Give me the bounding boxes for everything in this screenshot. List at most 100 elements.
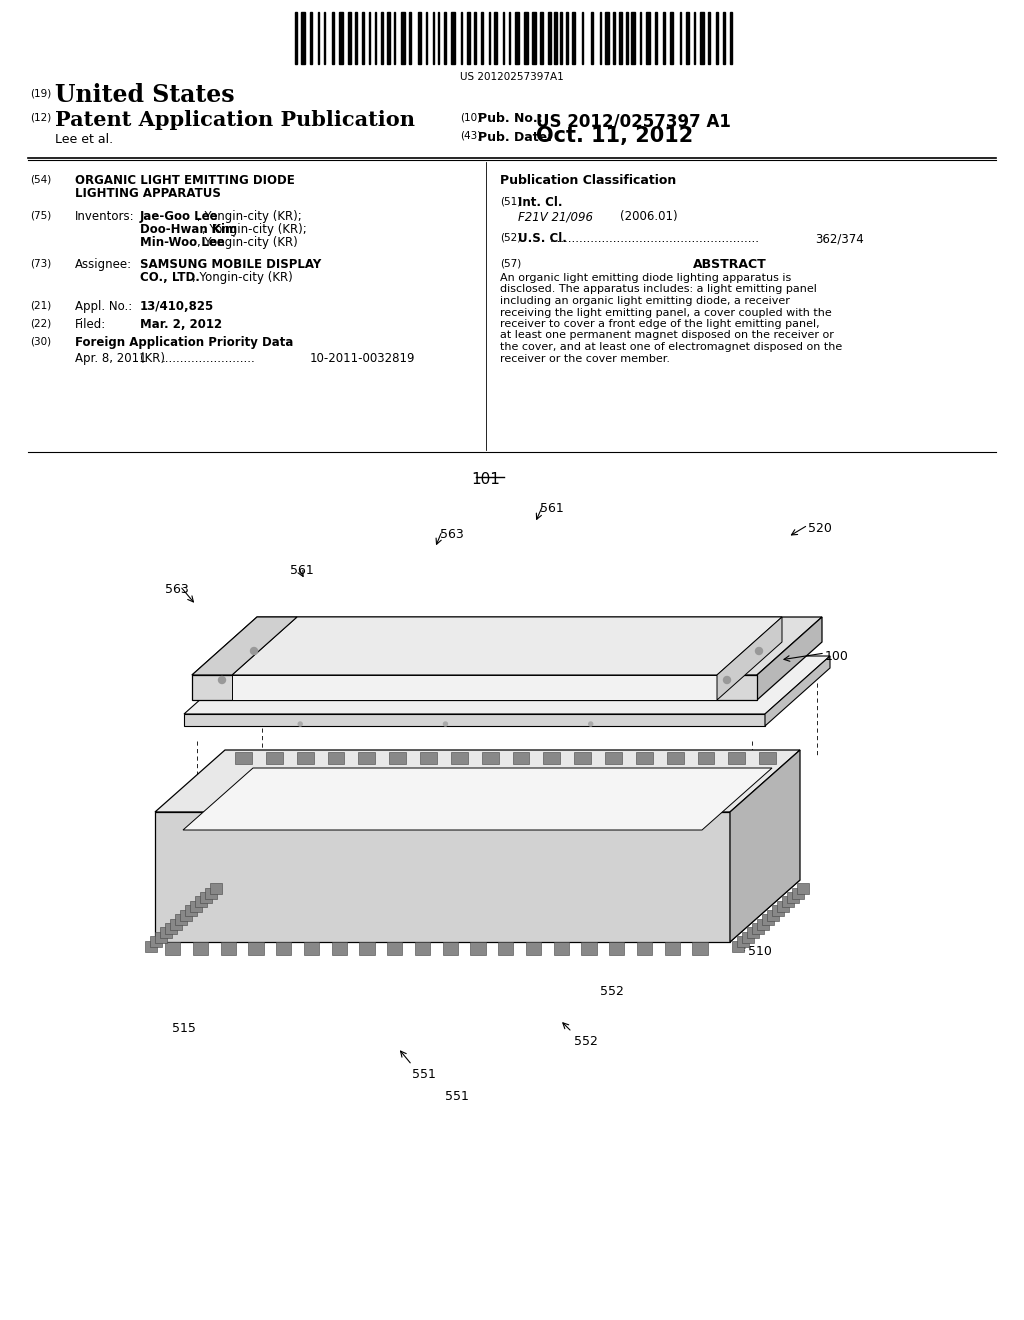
Bar: [467, 12, 469, 63]
Bar: [716, 12, 718, 63]
Polygon shape: [415, 942, 430, 954]
Text: F21V 21/096: F21V 21/096: [518, 210, 593, 223]
Bar: [443, 12, 446, 63]
Bar: [582, 12, 583, 63]
Polygon shape: [498, 942, 513, 954]
Bar: [451, 12, 455, 63]
Text: ORGANIC LIGHT EMITTING DIODE: ORGANIC LIGHT EMITTING DIODE: [75, 174, 295, 187]
Text: U.S. Cl.: U.S. Cl.: [518, 232, 567, 246]
Text: ABSTRACT: ABSTRACT: [693, 257, 767, 271]
Bar: [699, 12, 703, 63]
Bar: [670, 12, 673, 63]
Polygon shape: [525, 942, 541, 954]
Bar: [418, 12, 421, 63]
Bar: [729, 12, 732, 63]
Bar: [400, 12, 404, 63]
Text: Int. Cl.: Int. Cl.: [518, 195, 562, 209]
Polygon shape: [512, 752, 529, 764]
Bar: [572, 12, 574, 63]
Bar: [554, 12, 556, 63]
Bar: [409, 12, 411, 63]
Text: 561: 561: [540, 502, 564, 515]
Text: Apr. 8, 2011: Apr. 8, 2011: [75, 352, 146, 366]
Polygon shape: [155, 932, 167, 942]
Bar: [599, 12, 601, 63]
Bar: [437, 12, 439, 63]
Text: 552: 552: [574, 1035, 598, 1048]
Polygon shape: [189, 900, 202, 912]
Bar: [626, 12, 628, 63]
Bar: [560, 12, 561, 63]
Text: Oct. 11, 2012: Oct. 11, 2012: [536, 125, 693, 147]
Text: receiver or the cover member.: receiver or the cover member.: [500, 354, 670, 363]
Text: Jae-Goo Lee: Jae-Goo Lee: [140, 210, 219, 223]
Bar: [494, 12, 497, 63]
Polygon shape: [605, 752, 622, 764]
Text: (KR): (KR): [140, 352, 165, 366]
Polygon shape: [792, 887, 804, 899]
Polygon shape: [232, 616, 782, 675]
Bar: [523, 12, 527, 63]
Bar: [645, 12, 649, 63]
Text: US 20120257397A1: US 20120257397A1: [460, 73, 564, 82]
Text: Filed:: Filed:: [75, 318, 106, 331]
Polygon shape: [232, 675, 717, 700]
Bar: [474, 12, 475, 63]
Text: 362/374: 362/374: [815, 232, 864, 246]
Text: (73): (73): [30, 257, 51, 268]
Polygon shape: [746, 928, 759, 939]
Text: Lee et al.: Lee et al.: [55, 133, 113, 147]
Polygon shape: [544, 752, 560, 764]
Polygon shape: [359, 942, 375, 954]
Text: including an organic light emitting diode, a receiver: including an organic light emitting diod…: [500, 296, 790, 306]
Text: 551: 551: [412, 1068, 436, 1081]
Polygon shape: [797, 883, 809, 894]
Polygon shape: [248, 942, 263, 954]
Polygon shape: [210, 883, 221, 894]
Text: 515: 515: [172, 1022, 196, 1035]
Polygon shape: [717, 616, 782, 700]
Polygon shape: [184, 656, 830, 714]
Text: (22): (22): [30, 318, 51, 327]
Circle shape: [298, 722, 302, 726]
Polygon shape: [266, 752, 283, 764]
Text: (19): (19): [30, 88, 51, 98]
Polygon shape: [692, 942, 708, 954]
Polygon shape: [481, 752, 499, 764]
Bar: [631, 12, 635, 63]
Text: 552: 552: [600, 985, 624, 998]
Circle shape: [251, 648, 257, 655]
Text: Pub. No.:: Pub. No.:: [478, 112, 543, 125]
Text: (52): (52): [500, 232, 521, 242]
Polygon shape: [731, 941, 743, 952]
Bar: [591, 12, 593, 63]
Bar: [618, 12, 622, 63]
Text: Appl. No.:: Appl. No.:: [75, 300, 132, 313]
Bar: [426, 12, 427, 63]
Text: Mar. 2, 2012: Mar. 2, 2012: [140, 318, 222, 331]
Text: receiving the light emitting panel, a cover coupled with the: receiving the light emitting panel, a co…: [500, 308, 831, 318]
Bar: [324, 12, 325, 63]
Text: disclosed. The apparatus includes: a light emitting panel: disclosed. The apparatus includes: a lig…: [500, 285, 817, 294]
Polygon shape: [389, 752, 407, 764]
Polygon shape: [183, 768, 772, 830]
Text: CO., LTD.: CO., LTD.: [140, 271, 200, 284]
Text: (75): (75): [30, 210, 51, 220]
Polygon shape: [736, 936, 749, 948]
Polygon shape: [179, 909, 191, 920]
Text: (43): (43): [460, 131, 481, 141]
Bar: [480, 12, 483, 63]
Text: 561: 561: [290, 564, 313, 577]
Bar: [301, 12, 305, 63]
Polygon shape: [205, 887, 216, 899]
Text: receiver to cover a front edge of the light emitting panel,: receiver to cover a front edge of the li…: [500, 319, 819, 329]
Text: Doo-Hwan Kim: Doo-Hwan Kim: [140, 223, 238, 236]
Polygon shape: [184, 714, 765, 726]
Text: (2006.01): (2006.01): [620, 210, 678, 223]
Text: 520: 520: [808, 521, 831, 535]
Polygon shape: [220, 942, 236, 954]
Bar: [654, 12, 657, 63]
Bar: [613, 12, 614, 63]
Polygon shape: [767, 909, 778, 920]
Polygon shape: [304, 942, 319, 954]
